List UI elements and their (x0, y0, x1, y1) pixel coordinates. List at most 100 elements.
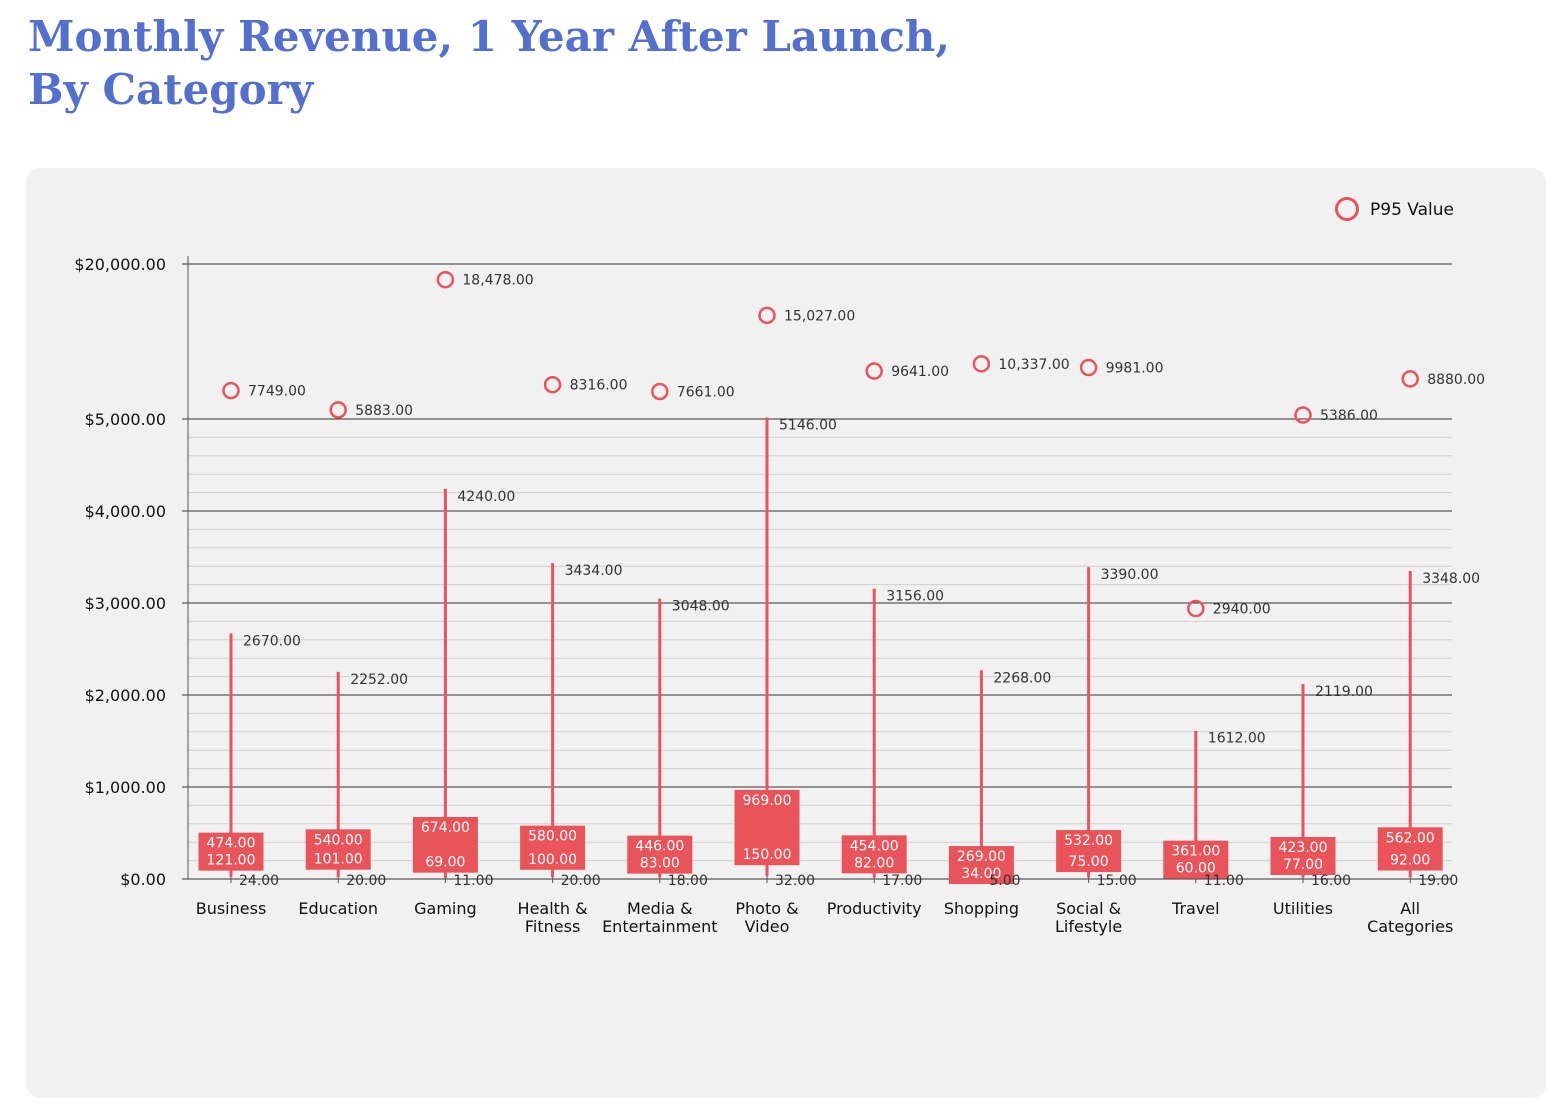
q1-value-label: 69.00 (425, 855, 465, 871)
q3-value-label: 580.00 (528, 829, 577, 845)
y-tick-label: $2,000.00 (85, 686, 166, 705)
category-label: Categories (1367, 917, 1453, 936)
p95-value-label: 9641.00 (891, 364, 949, 380)
min-value-label: 20.00 (561, 873, 601, 889)
q3-value-label: 474.00 (207, 836, 256, 852)
p90-value-label: 2268.00 (993, 670, 1051, 686)
iqr-box (734, 789, 800, 866)
q3-value-label: 540.00 (314, 832, 363, 848)
category-label: Education (298, 899, 378, 918)
p90-value-label: 3048.00 (672, 599, 730, 615)
q1-value-label: 100.00 (528, 852, 577, 868)
p95-marker (436, 270, 455, 289)
iqr-box (1163, 840, 1229, 879)
q1-value-label: 83.00 (640, 856, 680, 872)
iqr-box (520, 825, 586, 870)
q3-value-label: 532.00 (1064, 833, 1113, 849)
y-tick-label: $4,000.00 (85, 502, 166, 521)
iqr-box (1270, 837, 1336, 875)
p95-marker (972, 355, 991, 373)
q1-value-label: 75.00 (1069, 854, 1109, 870)
category-label: Business (196, 899, 267, 918)
y-tick-label: $3,000.00 (85, 594, 166, 613)
p95-value-label: 9981.00 (1106, 361, 1164, 377)
p90-value-label: 4240.00 (457, 489, 515, 505)
p95-value-label: 5386.00 (1320, 408, 1378, 424)
q1-value-label: 77.00 (1283, 857, 1323, 873)
q3-value-label: 562.00 (1386, 830, 1435, 846)
chart-title-line-2: By Category (28, 65, 314, 114)
p90-value-label: 5146.00 (779, 417, 837, 433)
q3-value-label: 674.00 (421, 820, 470, 836)
min-value-label: 18.00 (668, 873, 708, 889)
category-label: Gaming (414, 899, 477, 918)
category-label: Media & (627, 899, 693, 918)
category-label: All (1400, 899, 1420, 918)
y-tick-label: $5,000.00 (85, 410, 166, 429)
p90-value-label: 3390.00 (1101, 567, 1159, 583)
category-label: Productivity (827, 899, 922, 918)
q1-value-label: 150.00 (743, 847, 792, 863)
p95-value-label: 5883.00 (355, 403, 413, 419)
p90-value-label: 2119.00 (1315, 684, 1373, 700)
iqr-box (841, 835, 907, 874)
p90-value-label: 3348.00 (1422, 571, 1480, 587)
min-value-label: 19.00 (1418, 873, 1458, 889)
q3-value-label: 269.00 (957, 849, 1006, 865)
q1-value-label: 92.00 (1390, 853, 1430, 869)
p95-value-label: 8880.00 (1427, 372, 1485, 388)
category-label: Utilities (1273, 899, 1333, 918)
y-tick-label: $0.00 (120, 870, 166, 889)
iqr-box (412, 816, 478, 873)
q1-value-label: 34.00 (961, 866, 1001, 882)
legend-p95-marker (1335, 197, 1359, 221)
category-label: Social & (1056, 899, 1121, 918)
iqr-box (948, 846, 1014, 885)
p95-marker (1079, 358, 1098, 377)
q3-value-label: 446.00 (635, 839, 684, 855)
category-label: Travel (1171, 899, 1220, 918)
p90-value-label: 3434.00 (565, 563, 623, 579)
revenue-box-chart: $0.00 $1,000.00 $2,000.00 $3,000.00 $4,000.0… (74, 197, 1485, 936)
chart-panel: $0.00 $1,000.00 $2,000.00 $3,000.00 $4,000.0… (26, 168, 1546, 1098)
p95-marker (651, 382, 669, 401)
iqr-box (305, 829, 371, 870)
min-value-label: 15.00 (1097, 873, 1137, 889)
q1-value-label: 60.00 (1176, 861, 1216, 877)
category-label: Photo & (735, 899, 798, 918)
min-value-label: 17.00 (882, 873, 922, 889)
p90-value-label: 2670.00 (243, 633, 301, 649)
min-value-label: 11.00 (453, 873, 493, 889)
category-label: Entertainment (602, 917, 717, 936)
q3-value-label: 969.00 (743, 793, 792, 809)
min-value-label: 24.00 (239, 873, 279, 889)
p95-value-label: 10,337.00 (998, 357, 1069, 373)
p95-value-label: 7749.00 (248, 384, 306, 400)
min-value-label: 11.00 (1204, 873, 1244, 889)
y-tick-label: $1,000.00 (85, 778, 166, 797)
iqr-box (627, 835, 693, 874)
p95-marker (1401, 370, 1419, 388)
category-label: Video (745, 917, 790, 936)
q3-value-label: 454.00 (850, 838, 899, 854)
legend-p95-label: P95 Value (1370, 200, 1454, 220)
min-value-label: 5.00 (989, 873, 1020, 889)
min-value-label: 20.00 (346, 873, 386, 889)
min-value-label: 32.00 (775, 873, 815, 889)
p95-value-label: 8316.00 (570, 378, 628, 394)
min-value-label: 16.00 (1311, 873, 1351, 889)
chart-title: Monthly Revenue, 1 Year After Launch, By… (28, 10, 950, 116)
iqr-box (1056, 830, 1122, 873)
chart-title-line-1: Monthly Revenue, 1 Year After Launch, (28, 12, 950, 61)
q3-value-label: 361.00 (1171, 844, 1220, 860)
category-label: Shopping (944, 899, 1019, 918)
q1-value-label: 121.00 (207, 853, 256, 869)
p90-value-label: 2252.00 (350, 672, 408, 688)
p95-value-label: 18,478.00 (462, 273, 533, 289)
category-label: Lifestyle (1055, 917, 1122, 936)
iqr-box (198, 832, 264, 871)
p95-marker (1294, 406, 1312, 424)
p95-marker (222, 381, 240, 400)
q3-value-label: 423.00 (1279, 840, 1328, 856)
category-label: Fitness (525, 917, 580, 936)
